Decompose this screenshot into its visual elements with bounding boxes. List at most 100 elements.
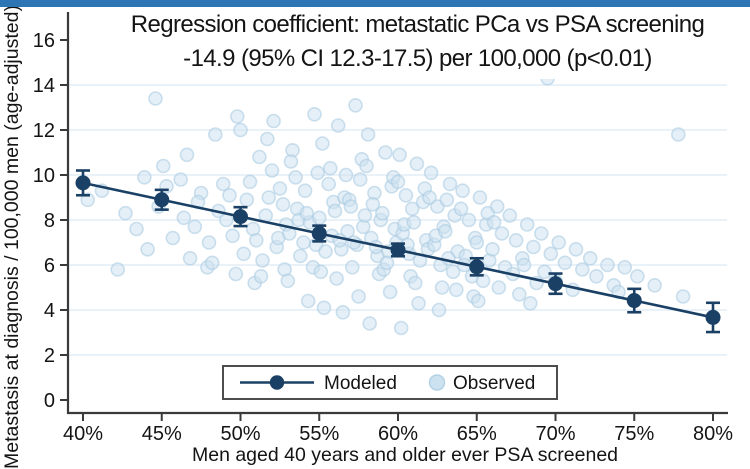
observed-scatter-group bbox=[80, 71, 691, 336]
y-tick-label: 10 bbox=[33, 165, 55, 187]
observed-dot bbox=[357, 208, 373, 223]
modeled-point bbox=[390, 242, 406, 258]
x-tick-label: 40% bbox=[63, 423, 103, 445]
x-tick-label: 80% bbox=[693, 423, 733, 445]
modeled-point bbox=[154, 192, 170, 208]
observed-dot bbox=[201, 235, 217, 250]
observed-dot bbox=[470, 293, 486, 309]
observed-dot bbox=[173, 172, 188, 187]
observed-dot bbox=[439, 192, 455, 208]
modeled-point bbox=[311, 226, 327, 241]
observed-dot bbox=[551, 235, 567, 250]
observed-dot bbox=[557, 255, 573, 271]
modeled-point bbox=[233, 209, 248, 225]
observed-dot bbox=[296, 235, 311, 250]
observed-dot bbox=[137, 170, 152, 185]
observed-dot bbox=[359, 158, 374, 174]
axes-group: 0 2 4 6 8 10 12 14 16 40% 45% 50% 55% 60% 65% 70% 75% 80% bbox=[33, 12, 733, 445]
legend-modeled-label: Modeled bbox=[324, 373, 397, 394]
observed-dot bbox=[288, 170, 303, 185]
observed-dot bbox=[582, 250, 598, 266]
y-tick-label: 8 bbox=[44, 210, 55, 232]
observed-dot bbox=[379, 255, 395, 271]
observed-dot bbox=[253, 268, 269, 284]
observed-dot bbox=[311, 210, 327, 226]
observed-dot bbox=[340, 224, 355, 239]
observed-dot bbox=[156, 158, 171, 174]
observed-dot bbox=[360, 127, 376, 142]
observed-dot bbox=[442, 176, 458, 192]
observed-dot bbox=[321, 176, 337, 192]
observed-dot bbox=[176, 210, 192, 226]
observed-dot bbox=[437, 224, 453, 239]
top-border-bar bbox=[0, 0, 750, 7]
observed-dot bbox=[283, 154, 299, 169]
observed-dot bbox=[502, 208, 518, 223]
observed-dot bbox=[129, 221, 144, 237]
y-tick-label: 4 bbox=[44, 300, 55, 322]
observed-dot bbox=[434, 280, 450, 295]
observed-dot bbox=[248, 233, 264, 248]
observed-dot bbox=[516, 257, 532, 273]
observed-dot bbox=[329, 271, 344, 286]
observed-dot bbox=[307, 107, 322, 122]
observed-dot bbox=[300, 293, 316, 309]
observed-dot bbox=[519, 217, 535, 232]
y-tick-label: 2 bbox=[44, 345, 55, 367]
observed-dot bbox=[182, 250, 198, 266]
y-tick-label: 16 bbox=[33, 30, 55, 52]
modeled-point bbox=[548, 276, 563, 292]
legend-observed-marker-dot bbox=[428, 374, 446, 391]
x-tick-label: 50% bbox=[220, 423, 260, 445]
x-tick-label: 70% bbox=[535, 423, 575, 445]
observed-dot bbox=[431, 302, 447, 318]
observed-dot bbox=[589, 268, 604, 284]
chart-title-line-2: -14.9 (95% CI 12.3-17.5) per 100,000 (p<… bbox=[183, 45, 652, 72]
observed-dot bbox=[299, 205, 315, 221]
x-tick-label: 60% bbox=[378, 423, 418, 445]
observed-dot bbox=[272, 181, 288, 196]
observed-dot bbox=[533, 226, 549, 241]
observed-dot bbox=[297, 183, 313, 198]
observed-dot bbox=[208, 127, 223, 142]
observed-dot bbox=[600, 257, 615, 273]
observed-dot bbox=[365, 197, 381, 212]
observed-dot bbox=[526, 239, 541, 255]
y-axis-title: Metastasis at diagnosis / 100,000 men (a… bbox=[1, 5, 23, 469]
observed-dot bbox=[423, 165, 439, 181]
chart-title-line-1: Regression coefficient: metastatic PCa v… bbox=[130, 11, 705, 38]
observed-dot bbox=[348, 98, 363, 113]
observed-dot bbox=[292, 248, 308, 264]
observed-dot bbox=[344, 259, 360, 275]
observed-dot bbox=[568, 242, 584, 257]
observed-dot bbox=[374, 205, 390, 221]
observed-dot bbox=[316, 300, 332, 316]
observed-dot bbox=[140, 242, 155, 257]
legend: Modeled Observed bbox=[222, 365, 558, 400]
observed-dot bbox=[647, 277, 663, 293]
observed-dot bbox=[343, 199, 359, 214]
observed-dot bbox=[275, 197, 291, 212]
observed-dot bbox=[259, 131, 275, 147]
observed-dot bbox=[230, 109, 245, 124]
observed-dot bbox=[266, 113, 281, 129]
observed-dot bbox=[574, 262, 590, 277]
observed-dot bbox=[110, 262, 125, 277]
y-tick-label: 14 bbox=[33, 75, 55, 97]
y-tick-label: 12 bbox=[33, 120, 55, 142]
observed-dot bbox=[485, 242, 500, 257]
observed-dot bbox=[486, 215, 502, 230]
legend-observed-label: Observed bbox=[453, 373, 535, 394]
observed-dot bbox=[118, 205, 133, 221]
observed-dot bbox=[522, 295, 538, 311]
observed-dot bbox=[310, 165, 326, 181]
observed-dot bbox=[543, 246, 559, 262]
y-tick-label: 6 bbox=[44, 255, 55, 277]
observed-dot bbox=[313, 264, 329, 280]
observed-dot bbox=[179, 147, 195, 163]
observed-dot bbox=[630, 268, 645, 284]
legend-modeled-marker-dot bbox=[269, 375, 285, 390]
observed-dot bbox=[187, 219, 203, 235]
observed-dot bbox=[422, 190, 437, 205]
x-tick-label: 75% bbox=[614, 423, 654, 445]
